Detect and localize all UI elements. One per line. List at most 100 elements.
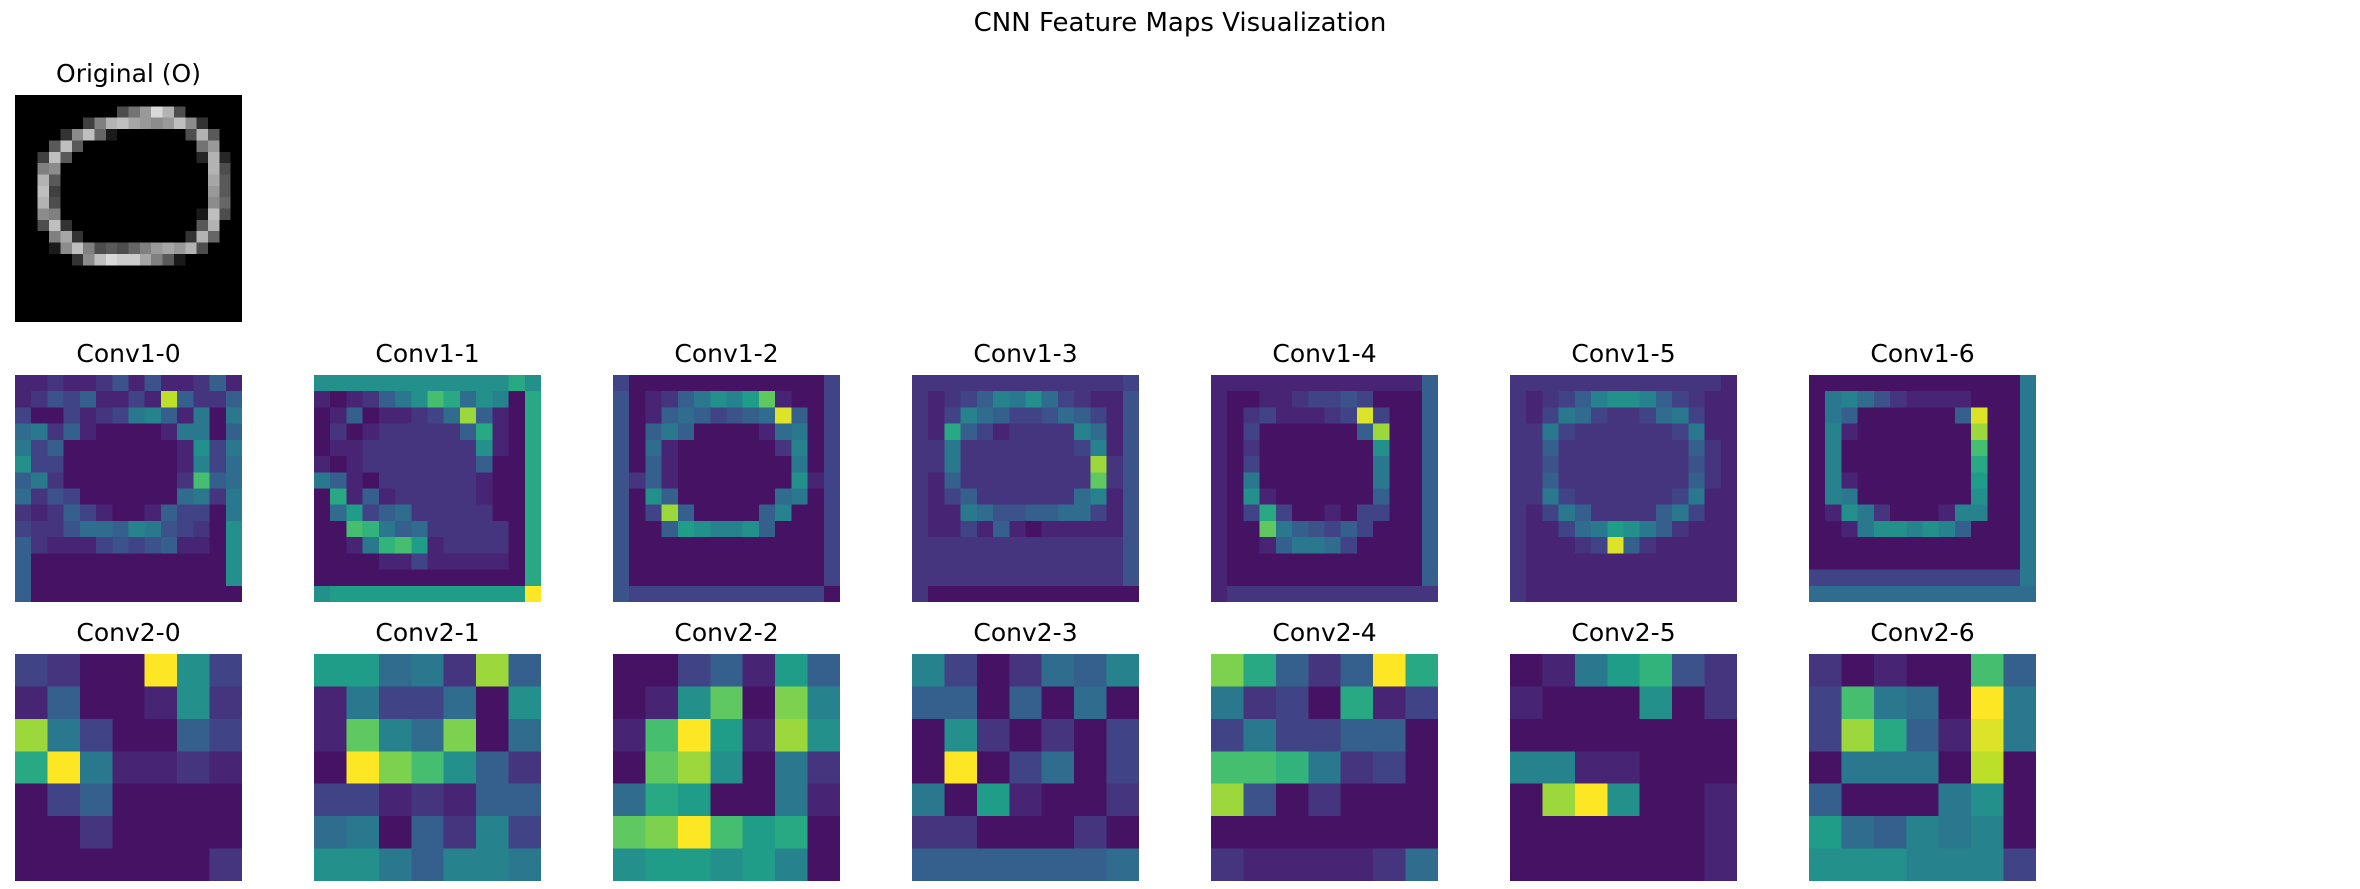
heatmap-cell [47,718,81,752]
heatmap-cell [1243,654,1277,688]
heatmap-cell [1857,456,1875,473]
heatmap-cell [677,569,695,587]
heatmap-cell [128,185,141,198]
heatmap-cell [645,423,663,441]
heatmap-cell [128,310,141,322]
heatmap-cell [1922,391,1940,409]
heatmap-cell [1009,686,1043,720]
heatmap-cell [1057,569,1075,587]
heatmap-cell [1041,423,1059,441]
heatmap-cell [443,456,461,473]
heatmap-cell [173,197,186,210]
heatmap-cell [807,816,840,850]
heatmap-cell [139,265,152,278]
heatmap-cell [83,140,96,153]
heatmap-cell [1922,553,1940,571]
heatmap-cell [1243,783,1277,817]
heatmap-cell [346,718,380,752]
heatmap-cell [807,553,825,571]
heatmap-cell [15,106,27,119]
heatmap-cell [162,242,175,255]
heatmap-cell [1825,391,1843,409]
heatmap-cell [411,585,429,602]
heatmap-cell [94,219,107,232]
heatmap-cell [823,391,840,409]
heatmap-cell [1558,439,1576,457]
heatmap-cell [1987,520,2005,538]
heatmap-cell [726,391,744,409]
heatmap-cell [117,174,130,187]
heatmap-cell [196,265,209,278]
heatmap-cell [1057,423,1075,441]
heatmap-cell [710,423,728,441]
heatmap-cell [993,391,1010,409]
heatmap-cell [1510,520,1527,538]
heatmap-cell [443,569,461,587]
heatmap-cell [330,504,348,522]
heatmap-cell [1405,569,1423,587]
heatmap-cell [15,299,27,312]
heatmap-cell [1825,504,1843,522]
heatmap-cell [49,129,61,141]
heatmap-cell [1211,391,1228,409]
heatmap-cell [151,299,164,312]
heatmap-cell [63,537,81,554]
heatmap-cell [1090,569,1108,587]
heatmap-cell [15,140,27,153]
heatmap-cell [1025,439,1043,457]
heatmap-cell [63,585,81,602]
heatmap-cell [1373,375,1390,392]
heatmap-cell [1720,488,1737,506]
heatmap-cell [645,686,679,720]
heatmap-cell [1688,456,1706,473]
heatmap-cell [613,553,630,571]
heatmap-cell [524,472,541,490]
heatmap-cell [225,569,242,587]
heatmap-cell [139,231,152,244]
heatmap-cell [758,569,776,587]
heatmap-cell [1211,686,1245,720]
heatmap-cell [177,456,194,473]
heatmap-cell [459,537,477,554]
heatmap-cell [1510,654,1544,688]
heatmap-cell [1607,783,1641,817]
heatmap-cell [378,504,396,522]
heatmap-cell [1987,569,2005,587]
heatmap-cell [207,287,220,300]
heatmap-cell [230,219,242,232]
heatmap-cell [219,185,232,198]
heatmap-cell [1971,439,1988,457]
heatmap-cell [105,163,118,176]
heatmap-cell [1275,686,1309,720]
heatmap-cell [1542,783,1576,817]
heatmap-cell [613,407,630,425]
heatmap-cell [185,151,198,164]
heatmap-cell [1259,504,1277,522]
heatmap-cell [1122,456,1139,473]
heatmap-cell [1510,456,1527,473]
heatmap-cell [1639,472,1657,490]
heatmap-cell [60,276,73,289]
heatmap-cell [694,439,711,457]
heatmap-cell [151,276,164,289]
heatmap-cell [1720,423,1737,441]
heatmap-cell [427,391,445,409]
panel-title: Conv1-5 [1571,339,1676,368]
heatmap-cell [151,163,164,176]
heatmap-cell [173,253,186,266]
heatmap-cell [1639,783,1673,817]
heatmap-cell [94,185,107,198]
heatmap-cell [1655,553,1673,571]
heatmap-cell [173,140,186,153]
heatmap-cell [63,488,81,506]
heatmap-cell [1542,472,1560,490]
heatmap-cell [151,185,164,198]
heatmap-cell [209,816,242,850]
heatmap-cell [71,197,84,210]
heatmap-cell [1542,439,1560,457]
heatmap-cell [177,751,211,785]
heatmap-cell [2003,423,2021,441]
heatmap-cell [613,472,630,490]
heatmap-cell [230,117,242,130]
heatmap-cell [944,751,978,785]
